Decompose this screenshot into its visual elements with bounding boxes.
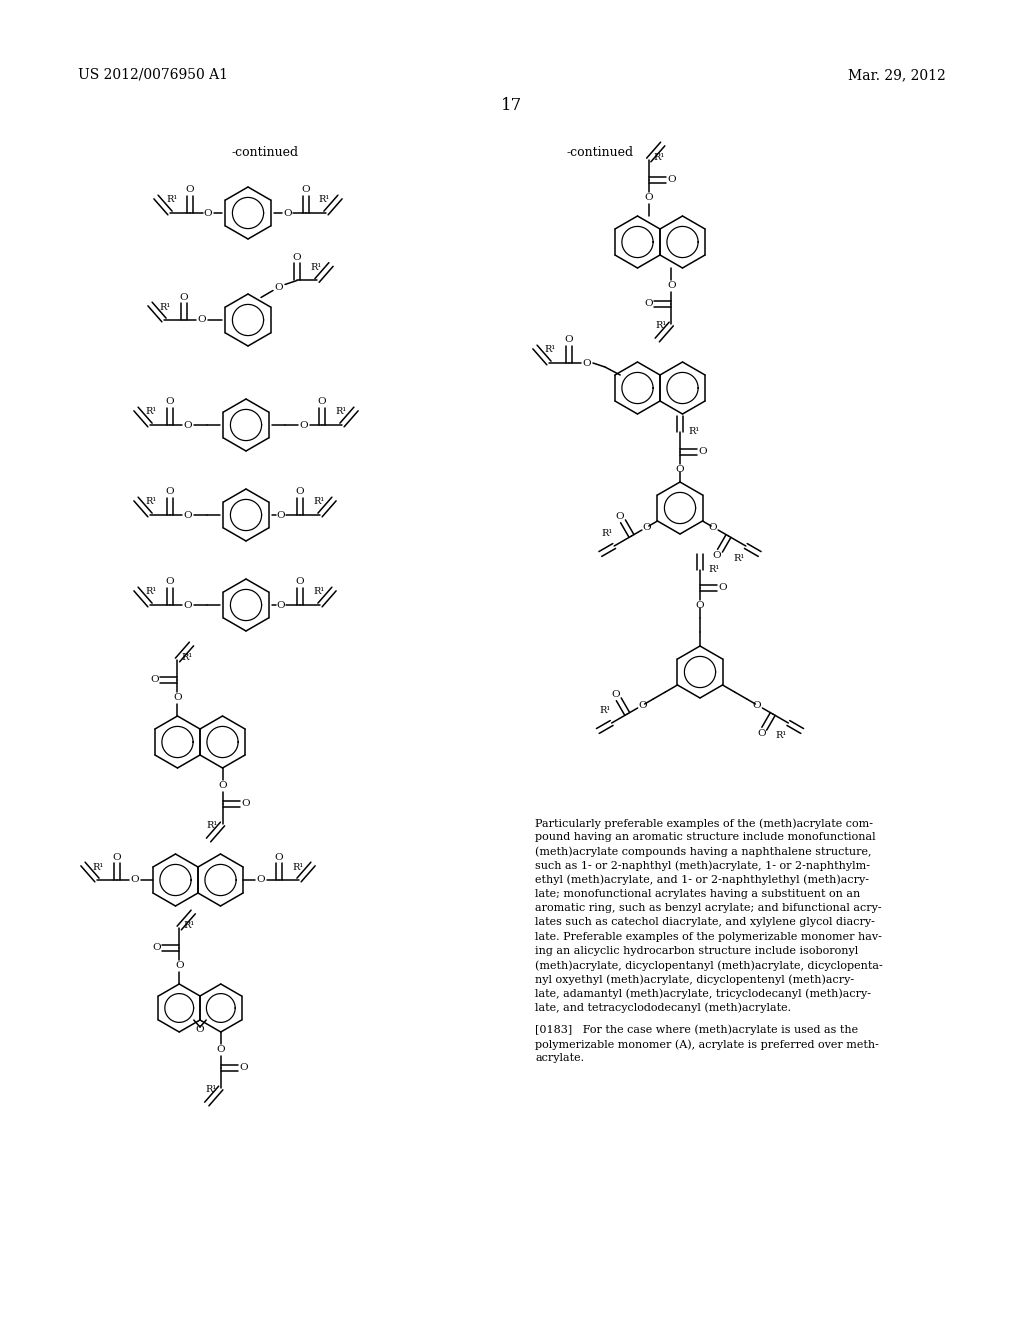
Text: O: O — [276, 511, 286, 520]
Text: -continued: -continued — [231, 147, 299, 160]
Text: O: O — [753, 701, 762, 710]
Text: O: O — [113, 853, 121, 862]
Text: 17: 17 — [502, 96, 522, 114]
Text: O: O — [216, 1045, 225, 1055]
Text: US 2012/0076950 A1: US 2012/0076950 A1 — [78, 69, 228, 82]
Text: O: O — [564, 335, 573, 345]
Text: O: O — [676, 466, 684, 474]
Text: O: O — [242, 800, 250, 808]
Text: O: O — [173, 693, 182, 702]
Text: R¹: R¹ — [145, 408, 157, 417]
Text: O: O — [204, 209, 212, 218]
Text: R¹: R¹ — [653, 153, 665, 162]
Text: O: O — [667, 281, 676, 290]
Text: R¹: R¹ — [313, 498, 325, 507]
Text: R¹: R¹ — [688, 428, 699, 437]
Text: O: O — [274, 853, 284, 862]
Text: O: O — [668, 176, 676, 185]
Text: O: O — [643, 523, 651, 532]
Text: aromatic ring, such as benzyl acrylate; and bifunctional acry-: aromatic ring, such as benzyl acrylate; … — [535, 903, 882, 913]
Text: O: O — [644, 300, 652, 309]
Text: acrylate.: acrylate. — [535, 1053, 584, 1063]
Text: (meth)acrylate compounds having a naphthalene structure,: (meth)acrylate compounds having a naphth… — [535, 846, 871, 857]
Text: O: O — [284, 209, 292, 218]
Text: R¹: R¹ — [733, 553, 744, 562]
Text: R¹: R¹ — [313, 587, 325, 597]
Text: O: O — [183, 601, 193, 610]
Text: O: O — [300, 421, 308, 429]
Text: polymerizable monomer (A), acrylate is preferred over meth-: polymerizable monomer (A), acrylate is p… — [535, 1039, 879, 1049]
Text: O: O — [713, 552, 721, 561]
Text: lates such as catechol diacrylate, and xylylene glycol diacry-: lates such as catechol diacrylate, and x… — [535, 917, 874, 928]
Text: O: O — [274, 282, 284, 292]
Text: R¹: R¹ — [599, 706, 610, 715]
Text: O: O — [695, 602, 705, 610]
Text: -continued: -continued — [566, 147, 634, 160]
Text: R¹: R¹ — [145, 498, 157, 507]
Text: O: O — [698, 447, 708, 457]
Text: O: O — [296, 487, 304, 496]
Text: O: O — [240, 1064, 248, 1072]
Text: such as 1- or 2-naphthyl (meth)acrylate, 1- or 2-naphthylm-: such as 1- or 2-naphthyl (meth)acrylate,… — [535, 861, 870, 871]
Text: O: O — [757, 730, 766, 738]
Text: R¹: R¹ — [182, 653, 194, 663]
Text: R¹: R¹ — [655, 322, 667, 330]
Text: O: O — [175, 961, 183, 970]
Text: R¹: R¹ — [183, 921, 195, 931]
Text: R¹: R¹ — [205, 1085, 216, 1094]
Text: R¹: R¹ — [166, 195, 177, 205]
Text: R¹: R¹ — [92, 862, 103, 871]
Text: late, and tetracyclododecanyl (meth)acrylate.: late, and tetracyclododecanyl (meth)acry… — [535, 1003, 792, 1014]
Text: O: O — [257, 875, 265, 884]
Text: O: O — [166, 578, 174, 586]
Text: late. Preferable examples of the polymerizable monomer hav-: late. Preferable examples of the polymer… — [535, 932, 882, 941]
Text: R¹: R¹ — [293, 862, 304, 871]
Text: late; monofunctional acrylates having a substituent on an: late; monofunctional acrylates having a … — [535, 888, 860, 899]
Text: (meth)acrylate, dicyclopentanyl (meth)acrylate, dicyclopenta-: (meth)acrylate, dicyclopentanyl (meth)ac… — [535, 960, 883, 970]
Text: O: O — [166, 397, 174, 407]
Text: pound having an aromatic structure include monofunctional: pound having an aromatic structure inclu… — [535, 832, 876, 842]
Text: O: O — [179, 293, 188, 301]
Text: Mar. 29, 2012: Mar. 29, 2012 — [848, 69, 946, 82]
Text: O: O — [166, 487, 174, 496]
Text: R¹: R¹ — [145, 587, 157, 597]
Text: O: O — [302, 186, 310, 194]
Text: ing an alicyclic hydrocarbon structure include isoboronyl: ing an alicyclic hydrocarbon structure i… — [535, 946, 858, 956]
Text: O: O — [583, 359, 591, 367]
Text: O: O — [152, 944, 161, 953]
Text: O: O — [276, 601, 286, 610]
Text: O: O — [615, 512, 625, 520]
Text: O: O — [644, 194, 653, 202]
Text: R¹: R¹ — [207, 821, 218, 830]
Text: O: O — [196, 1026, 205, 1035]
Text: O: O — [293, 253, 301, 261]
Text: R¹: R¹ — [601, 529, 612, 539]
Text: nyl oxyethyl (meth)acrylate, dicyclopentenyl (meth)acry-: nyl oxyethyl (meth)acrylate, dicyclopent… — [535, 974, 854, 985]
Text: R¹: R¹ — [776, 731, 787, 739]
Text: O: O — [296, 578, 304, 586]
Text: O: O — [183, 511, 193, 520]
Text: O: O — [611, 689, 621, 698]
Text: O: O — [183, 421, 193, 429]
Text: O: O — [639, 701, 647, 710]
Text: O: O — [185, 186, 195, 194]
Text: R¹: R¹ — [336, 408, 347, 417]
Text: late, adamantyl (meth)acrylate, tricyclodecanyl (meth)acry-: late, adamantyl (meth)acrylate, tricyclo… — [535, 989, 871, 999]
Text: R¹: R¹ — [160, 302, 171, 312]
Text: O: O — [151, 676, 159, 685]
Text: R¹: R¹ — [709, 565, 720, 574]
Text: O: O — [218, 781, 227, 791]
Text: [0183]   For the case where (meth)acrylate is used as the: [0183] For the case where (meth)acrylate… — [535, 1024, 858, 1035]
Text: O: O — [131, 875, 139, 884]
Text: R¹: R¹ — [318, 195, 330, 205]
Text: R¹: R¹ — [545, 346, 556, 355]
Text: O: O — [198, 315, 206, 325]
Text: O: O — [709, 523, 717, 532]
Text: ethyl (meth)acrylate, and 1- or 2-naphthylethyl (meth)acry-: ethyl (meth)acrylate, and 1- or 2-naphth… — [535, 875, 869, 886]
Text: O: O — [317, 397, 327, 407]
Text: O: O — [719, 583, 727, 593]
Text: Particularly preferable examples of the (meth)acrylate com-: Particularly preferable examples of the … — [535, 818, 873, 829]
Text: R¹: R¹ — [310, 263, 322, 272]
